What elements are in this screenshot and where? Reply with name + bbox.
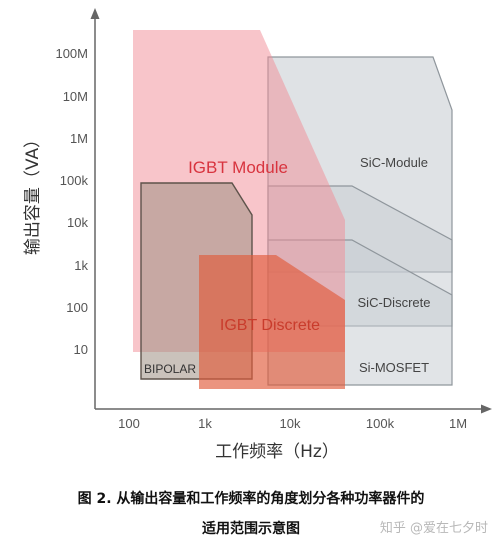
si-mosfet-label: Si-MOSFET [359, 360, 429, 375]
y-tick-10: 10 [74, 342, 88, 357]
x-tick-100k: 100k [366, 416, 395, 431]
igbt-module-label: IGBT Module [188, 158, 288, 177]
y-tick-labels: 100M 10M 1M 100k 10k 1k 100 10 [55, 46, 88, 357]
y-tick-100: 100 [66, 300, 88, 315]
figure-caption: 图 2. 从输出容量和工作频率的角度划分各种功率器件的 适用范围示意图 [0, 484, 502, 544]
x-tick-1m: 1M [449, 416, 467, 431]
y-tick-100k: 100k [60, 173, 89, 188]
y-tick-100m: 100M [55, 46, 88, 61]
x-tick-10k: 10k [280, 416, 301, 431]
x-axis-title: 工作频率（Hz） [215, 442, 339, 462]
y-tick-1m: 1M [70, 131, 88, 146]
caption-line-2: 适用范围示意图 [202, 521, 300, 537]
sic-discrete-label: SiC-Discrete [358, 295, 431, 310]
igbt-discrete-region [199, 255, 345, 389]
axes [90, 8, 492, 414]
y-tick-10k: 10k [67, 215, 88, 230]
x-tick-1k: 1k [198, 416, 212, 431]
bipolar-label: BIPOLAR [144, 362, 196, 376]
x-tick-100: 100 [118, 416, 140, 431]
sic-module-label: SiC-Module [360, 155, 428, 170]
y-tick-1k: 1k [74, 258, 88, 273]
igbt-discrete-label: IGBT Discrete [220, 317, 320, 334]
power-device-range-diagram: 100M 10M 1M 100k 10k 1k 100 10 100 1k 10… [23, 8, 492, 462]
watermark: 知乎 @爱在七夕时 [379, 521, 488, 536]
x-tick-labels: 100 1k 10k 100k 1M [118, 416, 467, 431]
y-tick-10m: 10M [63, 89, 88, 104]
caption-line-1: 图 2. 从输出容量和工作频率的角度划分各种功率器件的 [77, 491, 425, 507]
y-axis-title: 输出容量（VA） [23, 131, 43, 255]
